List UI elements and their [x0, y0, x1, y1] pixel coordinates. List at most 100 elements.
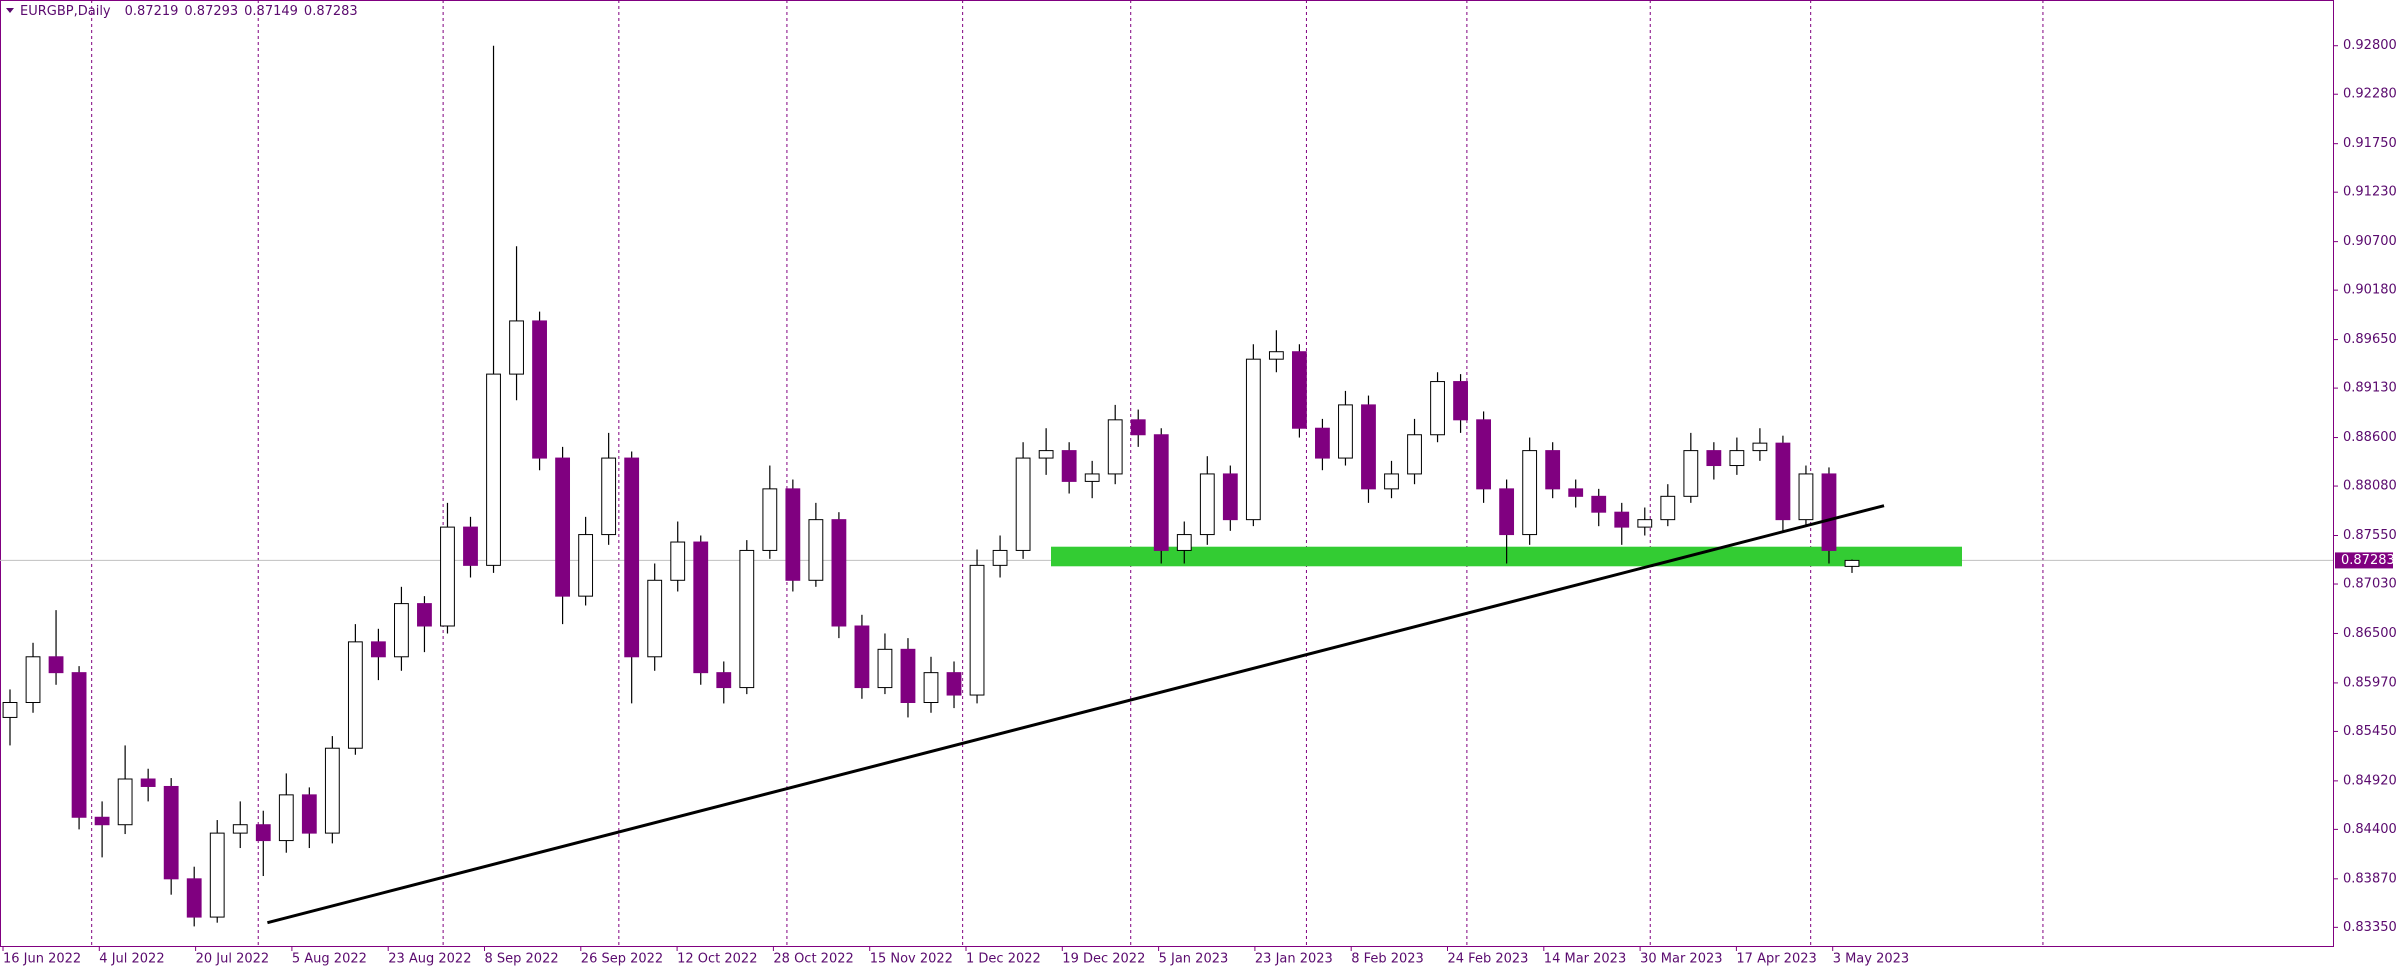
candle-body: [463, 526, 478, 566]
candle-body: [808, 519, 824, 581]
candle-body: [1291, 351, 1307, 429]
x-tick-label: 8 Sep 2022: [485, 952, 559, 967]
x-tick-label: 12 Oct 2022: [677, 952, 757, 967]
x-tick-label: 24 Feb 2023: [1448, 952, 1529, 967]
candle-body: [762, 488, 778, 551]
header-value: 0.87283: [304, 4, 358, 19]
candle-body: [578, 534, 594, 597]
candle-body: [1176, 534, 1192, 551]
y-tick-label: 0.91750: [2343, 136, 2396, 151]
y-tick-label: 0.87030: [2343, 577, 2396, 592]
candle-body: [440, 526, 455, 627]
candle-body: [509, 320, 524, 375]
candle-body: [1430, 381, 1445, 436]
y-tick-label: 0.92280: [2343, 87, 2396, 102]
y-tick-label: 0.84400: [2343, 822, 2396, 837]
candle-body: [324, 747, 340, 834]
header-value: 0.87293: [184, 4, 238, 19]
candle-body: [1268, 351, 1284, 360]
candle-body: [486, 373, 501, 566]
candle-body: [1107, 419, 1123, 475]
candle-body: [992, 549, 1008, 566]
price-tag: 0.87283: [2341, 553, 2395, 568]
candle-body: [693, 541, 709, 674]
candle-body: [900, 648, 916, 704]
candle-body: [739, 549, 755, 689]
candle-body: [1775, 442, 1791, 521]
candle-body: [347, 641, 363, 749]
trendline: [267, 504, 1885, 925]
x-tick-label: 23 Aug 2022: [388, 952, 471, 967]
candle-body: [48, 656, 64, 674]
header-value: 0.87149: [244, 4, 298, 19]
x-tick-label: 14 Mar 2023: [1544, 952, 1626, 967]
price-tag-bg: [2335, 552, 2393, 569]
candle-body: [1222, 473, 1238, 521]
candle-body: [1199, 473, 1215, 536]
candle-body: [1522, 450, 1538, 536]
candle-body: [25, 656, 41, 704]
candle-body: [716, 672, 732, 689]
candle-body: [1637, 519, 1653, 528]
candle-body: [555, 457, 571, 597]
candle-body: [1245, 358, 1261, 521]
candle-body: [1130, 419, 1146, 436]
header-value: 0.87219: [125, 4, 179, 19]
x-tick-label: 17 Apr 2023: [1736, 952, 1816, 967]
candle-body: [1545, 450, 1561, 490]
x-tick-label: 1 Dec 2022: [966, 952, 1041, 967]
candle-body: [1660, 495, 1676, 521]
candle-body: [532, 320, 547, 459]
candle-body: [877, 648, 893, 689]
candle-body: [785, 488, 801, 581]
candle-body: [1614, 511, 1630, 528]
y-tick-label: 0.89130: [2343, 381, 2396, 396]
candle-body: [1315, 427, 1330, 459]
candle-body: [1015, 457, 1031, 551]
candle-body: [301, 794, 317, 834]
candle-body: [186, 878, 202, 918]
symbol: EURGBP,Daily: [20, 4, 111, 19]
candle-body: [647, 579, 663, 658]
candle-body: [1038, 450, 1054, 459]
candle-body: [670, 541, 686, 581]
y-tick-label: 0.86500: [2343, 626, 2396, 641]
candle-body: [1752, 442, 1768, 452]
candle-body: [1706, 450, 1722, 467]
candle-body: [946, 672, 962, 696]
y-tick-label: 0.85970: [2343, 675, 2396, 690]
candle-body: [163, 785, 179, 880]
menu-triangle[interactable]: [6, 8, 14, 13]
candle-body: [1153, 434, 1169, 551]
candle-body: [417, 603, 432, 627]
candle-body: [1683, 450, 1699, 497]
candle-body: [1798, 473, 1814, 521]
x-tick-label: 4 Jul 2022: [99, 952, 164, 967]
y-tick-label: 0.89650: [2343, 332, 2396, 347]
x-tick-label: 15 Nov 2022: [870, 952, 953, 967]
y-tick-label: 0.85450: [2343, 724, 2396, 739]
candle-body: [923, 672, 939, 704]
candle-body: [140, 778, 156, 787]
candle-body: [1361, 404, 1376, 490]
y-tick-label: 0.87550: [2343, 528, 2396, 543]
candle-body: [601, 457, 617, 536]
y-tick-label: 0.84920: [2343, 773, 2396, 788]
y-tick-label: 0.83870: [2343, 871, 2396, 886]
x-tick-label: 26 Sep 2022: [581, 952, 663, 967]
x-tick-label: 16 Jun 2022: [3, 952, 81, 967]
candle-body: [624, 457, 640, 658]
candle-body: [94, 816, 110, 826]
candle-body: [1729, 450, 1745, 467]
x-tick-label: 23 Jan 2023: [1255, 952, 1333, 967]
candle-body: [117, 778, 133, 826]
y-tick-label: 0.88600: [2343, 430, 2396, 445]
y-tick-label: 0.83350: [2343, 920, 2396, 935]
x-tick-label: 19 Dec 2022: [1062, 952, 1145, 967]
x-tick-label: 28 Oct 2022: [773, 952, 853, 967]
x-tick-label: 30 Mar 2023: [1640, 952, 1722, 967]
candle-body: [1476, 419, 1492, 490]
candle-body: [370, 641, 386, 658]
candle-body: [1338, 404, 1353, 459]
y-tick-label: 0.90700: [2343, 234, 2396, 249]
